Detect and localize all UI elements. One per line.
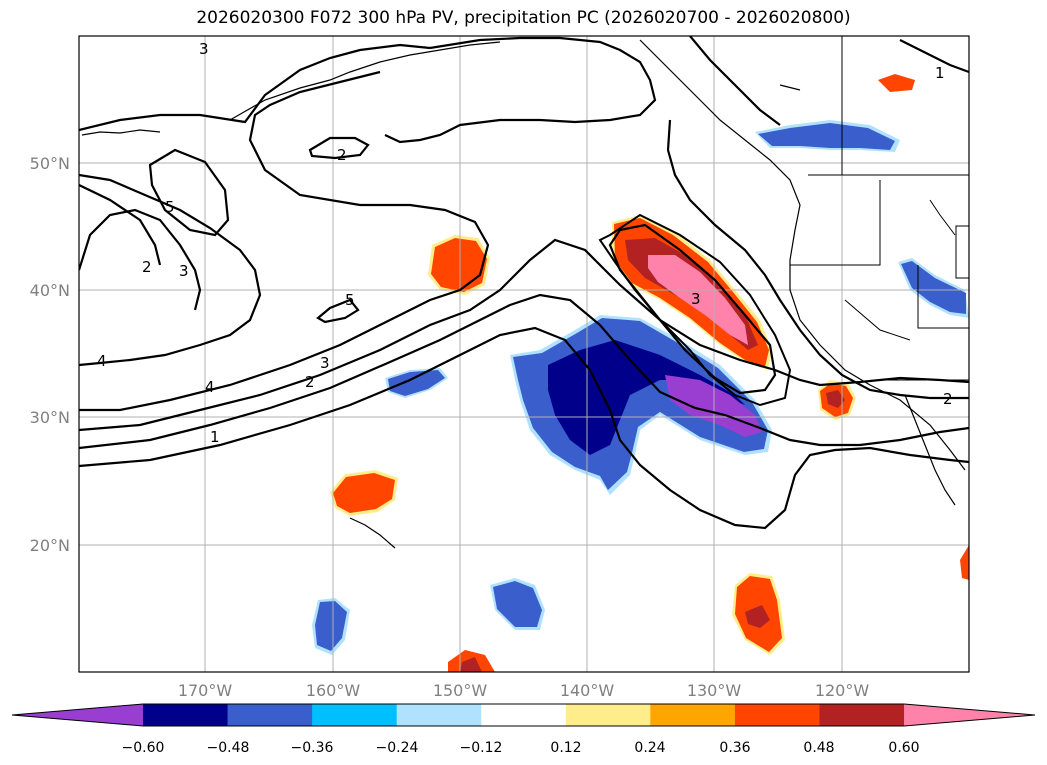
- lon-label: 120°W: [815, 681, 870, 700]
- colorbar-tick: 0.12: [550, 740, 581, 756]
- colorbar-tick: 0.24: [634, 740, 665, 756]
- colorbar-segment: [734, 704, 820, 726]
- lon-label: 140°W: [560, 681, 615, 700]
- colorbar: [11, 703, 1036, 727]
- lat-label: 30°N: [30, 408, 70, 427]
- contour-label: 4: [205, 378, 215, 396]
- colorbar-segment: [481, 704, 567, 726]
- colorbar-ticks: −0.60 −0.48 −0.36 −0.24 −0.12 0.12 0.24 …: [122, 740, 920, 756]
- colorbar-outline: [11, 703, 1036, 727]
- pv-contour-labels: 3 2 5 2 3 4 5 4 3 2 1 3 1 2: [97, 40, 953, 446]
- lon-label: 130°W: [687, 681, 742, 700]
- colorbar-segment: [143, 704, 229, 726]
- contour-label: 3: [179, 262, 189, 280]
- contour-label: 2: [337, 146, 347, 164]
- lon-label: 170°W: [178, 681, 233, 700]
- colorbar-extend-min: [12, 704, 143, 726]
- contour-label: 2: [943, 390, 953, 408]
- chart-title: 2026020300 F072 300 hPa PV, precipitatio…: [196, 8, 851, 28]
- colorbar-segment: [312, 704, 398, 726]
- colorbar-tick: −0.48: [207, 740, 250, 756]
- pv-contours: [79, 36, 969, 530]
- contour-label: 3: [691, 290, 701, 308]
- precip-dark-blue: [548, 340, 745, 455]
- precip-blob-orange-5: [878, 74, 915, 92]
- colorbar-segment: [819, 704, 905, 726]
- colorbar-tick: 0.60: [888, 740, 919, 756]
- lat-label: 20°N: [30, 536, 70, 555]
- gridlines: [79, 36, 969, 672]
- colorbar-extend-max: [904, 704, 1035, 726]
- lat-label: 50°N: [30, 154, 70, 173]
- contour-label: 5: [345, 291, 355, 309]
- contour-label: 2: [305, 373, 315, 391]
- lat-label: 40°N: [30, 281, 70, 300]
- colorbar-tick: −0.24: [376, 740, 419, 756]
- colorbar-segment: [396, 704, 482, 726]
- contour-label: 3: [199, 40, 209, 58]
- precip-pink: [648, 255, 748, 345]
- contour-label: 1: [210, 428, 220, 446]
- colorbar-tick: −0.36: [291, 740, 334, 756]
- lon-labels: 170°W 160°W 150°W 140°W 130°W 120°W: [178, 681, 870, 700]
- precip-blob-orange-7: [960, 545, 969, 580]
- lat-labels: 50°N 40°N 30°N 20°N: [30, 154, 70, 555]
- colorbar-tick: 0.48: [803, 740, 834, 756]
- contour-label: 4: [97, 352, 107, 370]
- colorbar-tick: −0.60: [122, 740, 165, 756]
- precip-fields: [312, 74, 969, 672]
- map-frame: [78, 35, 970, 673]
- lon-label: 160°W: [306, 681, 361, 700]
- colorbar-segment: [565, 704, 651, 726]
- contour-label: 5: [165, 198, 175, 216]
- lon-label: 150°W: [433, 681, 488, 700]
- colorbar-segment: [650, 704, 736, 726]
- colorbar-tick: −0.12: [460, 740, 503, 756]
- colorbar-tick: 0.36: [719, 740, 750, 756]
- colorbar-segment: [227, 704, 313, 726]
- contour-label: 2: [142, 258, 152, 276]
- contour-label: 1: [935, 64, 945, 82]
- contour-label: 3: [320, 354, 330, 372]
